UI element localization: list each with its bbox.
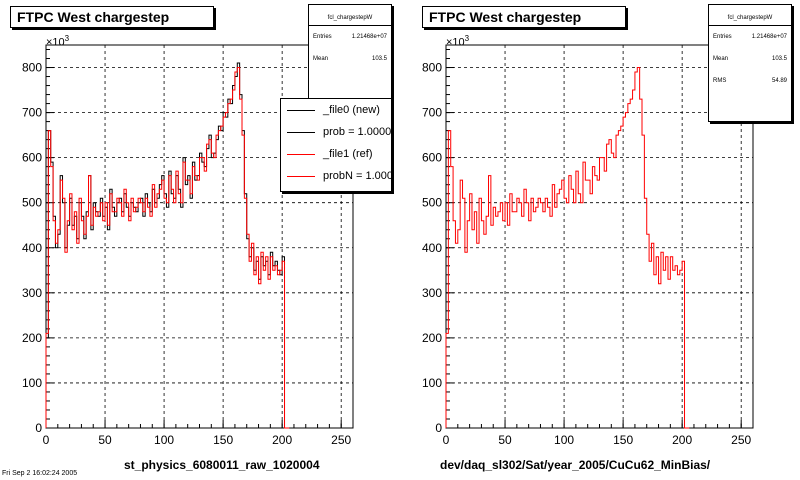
y-tick-label: 700 [22,106,42,120]
x-tick-label: 150 [213,433,233,447]
y-tick-label: 100 [422,376,442,390]
y-tick-label: 0 [435,421,442,435]
x-tick-label: 150 [613,433,633,447]
x-tick-label: 250 [331,433,351,447]
y-tick-label: 500 [422,196,442,210]
chart-title: FTPC West chargestep [10,6,214,28]
timestamp-footer: Fri Sep 2 16:02:24 2005 [2,470,78,477]
y-tick-label: 300 [22,286,42,300]
y-tick-label: 400 [22,241,42,255]
x-tick-label: 50 [98,433,112,447]
stats-title: fcl_chargestepW [709,5,791,26]
legend-swatch [287,131,315,133]
stats-box: fcl_chargestepW Entries 1.21468e+07 Mean… [708,4,792,122]
y-exponent-label: ×103 [46,34,70,49]
legend-item: _file1 (ref) [281,143,391,165]
y-tick-label: 700 [422,106,442,120]
series-line [445,67,690,429]
y-tick-label: 100 [22,376,42,390]
stats-row-entries: Entries 1.21468e+07 [713,34,787,40]
legend-item: _file0 (new) [281,99,391,121]
y-tick-label: 400 [422,241,442,255]
x-tick-label: 250 [731,433,751,447]
y-tick-label: 800 [22,61,42,75]
legend: _file0 (new) prob = 1.000000 _file1 (ref… [280,98,392,192]
y-tick-label: 500 [22,196,42,210]
y-tick-label: 800 [422,61,442,75]
chart-right-svg: 0 50 100 150 200 250 0 100 200 300 400 500 600 700 800 [422,44,754,447]
x-axis-label: dev/daq_sl302/Sat/year_2005/CuCu62_MinBi… [440,458,711,472]
x-tick-label: 100 [154,433,174,447]
legend-item: prob = 1.000000 [281,121,391,143]
x-tick-label: 0 [443,433,450,447]
legend-swatch [287,109,315,111]
x-tick-label: 0 [43,433,50,447]
legend-swatch [287,175,315,177]
y-tick-label: 200 [22,331,42,345]
y-tick-label: 600 [22,151,42,165]
plot-frame [445,44,754,429]
y-tick-label: 600 [422,151,442,165]
stats-box: fcl_chargestepW Entries 1.21468e+07 Mean… [308,4,392,106]
y-tick-label: 300 [422,286,442,300]
series-line [45,67,290,429]
stats-row-entries: Entries 1.21468e+07 [313,34,387,40]
x-axis-label: st_physics_6080011_raw_1020004 [124,458,320,472]
chart-panel-left: 0 50 100 150 200 250 0 100 200 300 400 500 600 700 800… [10,4,392,472]
x-tick-label: 200 [272,433,292,447]
legend-item: probN = 1.000000 [281,165,391,187]
y-exponent-label: ×103 [446,34,470,49]
x-tick-label: 100 [554,433,574,447]
chart-panel-right: 0 50 100 150 200 250 0 100 200 300 400 500 600 700 800… [400,0,800,480]
legend-swatch [287,153,315,155]
stats-row-rms: RMS 54.89 [713,78,787,84]
x-tick-label: 50 [498,433,512,447]
stats-title: fcl_chargestepW [309,5,391,26]
chart-title: FTPC West chargestep [422,6,626,28]
stats-row-mean: Mean 103.5 [713,56,787,62]
y-tick-label: 0 [35,421,42,435]
x-tick-label: 200 [672,433,692,447]
stats-row-mean: Mean 103.5 [313,56,387,62]
y-tick-label: 200 [422,331,442,345]
